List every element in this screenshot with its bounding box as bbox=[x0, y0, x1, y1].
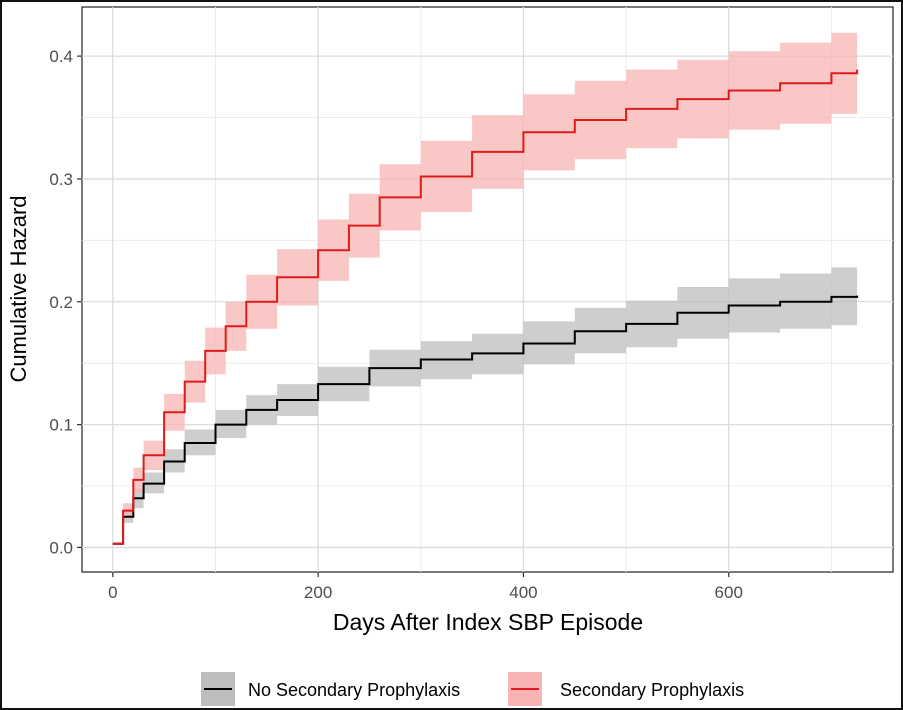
legend-label: Secondary Prophylaxis bbox=[560, 680, 744, 700]
legend: No Secondary Prophylaxis Secondary Prophy… bbox=[201, 672, 744, 706]
y-axis-ticks: 0.0 0.1 0.2 0.3 0.4 bbox=[49, 47, 82, 557]
series-lines bbox=[112, 69, 859, 545]
x-tick-label: 400 bbox=[509, 583, 537, 602]
series-line-no-secondary-prophylaxis bbox=[112, 295, 859, 545]
confidence-bands bbox=[112, 29, 858, 546]
x-axis-ticks: 0 200 400 600 bbox=[108, 572, 743, 602]
series-line-secondary-prophylaxis bbox=[112, 69, 859, 545]
y-tick-label: 0.0 bbox=[49, 538, 73, 557]
confidence-band-no-secondary-prophylaxis bbox=[112, 266, 858, 545]
y-tick-label: 0.4 bbox=[49, 47, 73, 66]
x-tick-label: 0 bbox=[108, 583, 117, 602]
x-tick-label: 200 bbox=[304, 583, 332, 602]
x-axis-label: Days After Index SBP Episode bbox=[333, 609, 643, 635]
y-axis-label: Cumulative Hazard bbox=[6, 195, 31, 382]
legend-label: No Secondary Prophylaxis bbox=[248, 680, 460, 700]
x-tick-label: 600 bbox=[715, 583, 743, 602]
y-tick-label: 0.3 bbox=[49, 170, 73, 189]
confidence-band-secondary-prophylaxis bbox=[112, 29, 858, 546]
y-tick-label: 0.1 bbox=[49, 416, 73, 435]
y-tick-label: 0.2 bbox=[49, 293, 73, 312]
